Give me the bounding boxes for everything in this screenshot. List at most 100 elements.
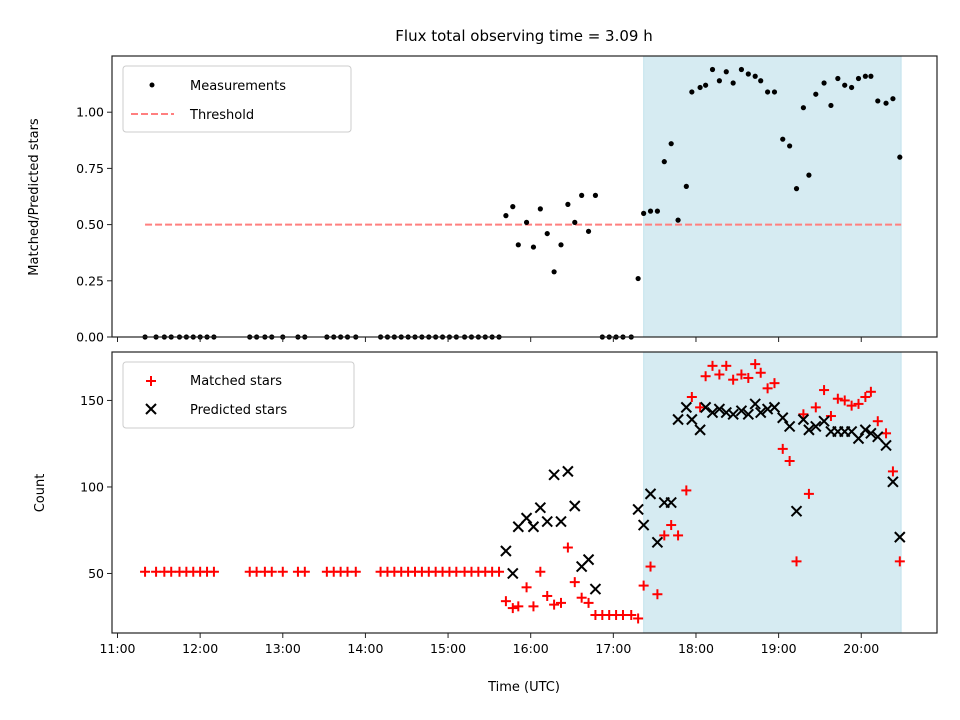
data-point [791,556,802,567]
data-point [683,183,689,189]
x-tick-label: 12:00 [182,641,218,656]
data-point [790,505,803,517]
data-point [880,439,892,452]
data-point [695,402,706,413]
data-point [592,192,599,198]
data-point [865,427,877,440]
x-tick-label: 13:00 [265,641,301,656]
data-point [852,432,865,445]
data-point [865,386,876,397]
data-point [700,371,711,382]
data-point [749,398,761,410]
data-point [752,73,758,79]
data-point [735,405,748,417]
data-point [507,603,518,614]
data-point [666,520,677,531]
data-point [277,566,288,577]
data-point [738,66,745,73]
data-point [780,136,786,142]
data-point [569,500,581,512]
data-point [806,172,812,178]
y-tick-label: 1.00 [76,105,104,120]
data-point [890,96,896,102]
data-point [299,566,310,577]
data-point [140,566,151,577]
data-point [728,374,739,385]
data-point [521,582,532,593]
data-point [555,515,567,528]
legend-label-matched: Matched stars [190,374,282,389]
data-point [803,488,814,499]
data-point [632,503,644,516]
x-tick-label: 15:00 [430,641,466,656]
data-point [641,210,647,216]
data-point [638,580,649,591]
data-point [709,66,716,73]
data-point [742,408,755,420]
data-point [350,566,361,577]
data-point [585,228,592,234]
data-point [783,420,796,433]
data-point [835,75,841,82]
observing-window-span [643,351,902,634]
data-point [761,403,774,415]
data-point [541,515,553,528]
data-point [542,590,553,601]
data-point [832,393,843,404]
data-point [887,476,899,488]
data-point [784,456,795,467]
data-point [520,512,533,524]
data-point [868,73,874,79]
data-point [694,424,706,436]
data-point [530,244,537,250]
data-point [730,80,736,86]
data-point [644,488,657,500]
data-point [673,530,684,541]
data-point [828,102,834,109]
x-tick-label: 17:00 [595,641,631,656]
y-tick-label: 0.75 [76,161,104,176]
data-point [894,556,905,567]
legend-box [122,65,352,133]
y-tick-label: 0.00 [76,330,104,345]
data-point [793,186,800,192]
data-point [727,408,739,420]
x-tick-label: 14:00 [347,641,383,656]
x-tick-label: 20:00 [843,641,879,656]
data-point [668,141,674,147]
series-predicted-stars [500,398,906,595]
series-measurements [142,66,903,340]
data-point [810,420,822,433]
bottom-legend: Matched stars Predicted stars [122,361,355,429]
data-point [680,401,693,414]
x-tick-label: 18:00 [678,641,714,656]
data-point [769,378,780,389]
data-point [736,369,747,380]
y-tick-label: 0.50 [76,217,104,232]
data-point [654,208,661,214]
data-point [562,465,574,478]
data-point [819,385,830,396]
data-point [535,566,546,577]
x-axis-label: Time (UTC) [487,680,560,695]
data-point [703,82,709,88]
data-point [723,69,729,75]
data-point [839,395,850,406]
data-point [534,502,547,514]
data-point [875,98,881,104]
data-point [777,412,789,424]
data-point [855,75,862,82]
data-point [645,561,656,572]
data-point [582,553,595,566]
data-point [853,398,864,409]
data-point [572,219,578,225]
data-point [661,159,667,165]
data-point [523,219,530,225]
data-point [548,469,560,481]
data-point [689,89,695,95]
data-point [720,406,732,419]
data-point [544,230,550,237]
data-point [699,401,712,414]
data-point [706,406,719,419]
data-point [755,367,766,378]
